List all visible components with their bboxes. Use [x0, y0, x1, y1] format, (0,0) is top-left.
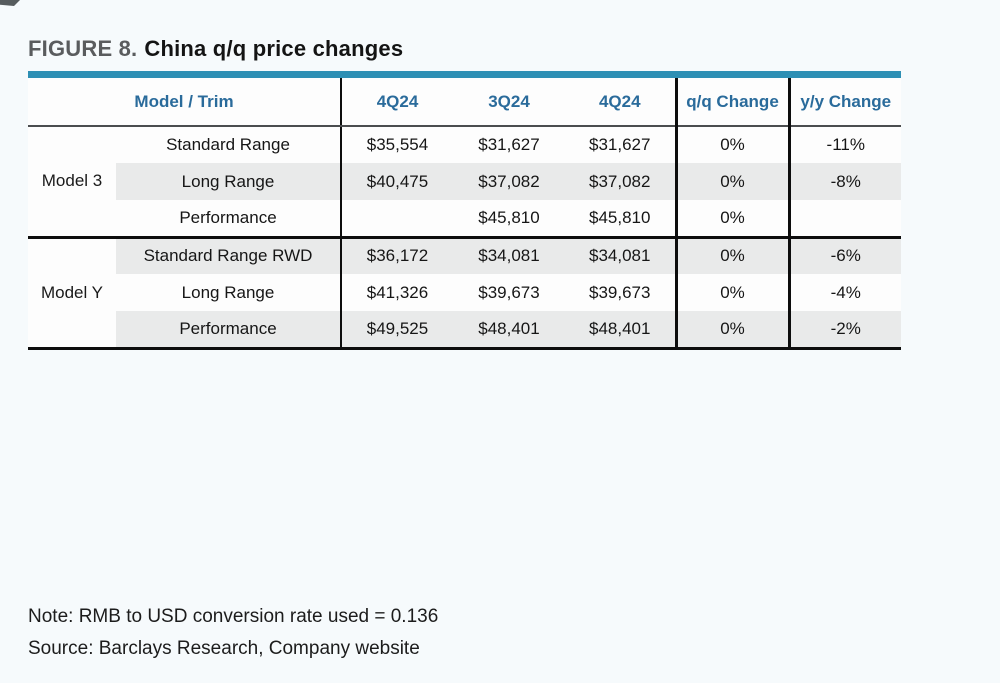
yy-change-cell: -4%	[830, 282, 861, 302]
header-model-trim: Model / Trim	[28, 78, 342, 127]
trim-cell: Standard Range RWD	[116, 235, 342, 274]
price-3q24: $31,627	[478, 135, 540, 154]
table-row-modely-long-range: Long Range $41,326 $39,673 $39,673 0% -4…	[28, 274, 901, 311]
price-3q24: $48,401	[453, 311, 565, 348]
price-4q24: $41,326	[366, 282, 429, 302]
figure-title: FIGURE 8. China q/q price changes	[28, 36, 403, 62]
header-row: Model / Trim 4Q24 3Q24 4Q24 q/q Change y…	[28, 78, 901, 127]
yy-change-cell: -2%	[789, 311, 901, 348]
accent-bar	[28, 71, 901, 78]
note-line: Note: RMB to USD conversion rate used = …	[28, 606, 439, 627]
table-row-model3-standard-range: Model 3 Standard Range $35,554 $31,627 $…	[28, 126, 901, 190]
qq-change-cell: 0%	[676, 235, 791, 274]
header-3q24: 3Q24	[453, 78, 565, 127]
price-4q24-usd: $34,081	[565, 235, 678, 274]
model-label-modely: Model Y	[28, 235, 116, 348]
yy-change-cell: -6%	[789, 235, 901, 274]
corner-artifact	[0, 0, 20, 6]
header-4q24: 4Q24	[341, 78, 453, 127]
price-3q24: $45,810	[478, 207, 540, 227]
price-4q24-usd: $45,810	[565, 200, 678, 237]
table-row-model3-long-range: Long Range $40,475 $37,082 $37,082 0% -8…	[28, 163, 901, 200]
figure-notes: Note: RMB to USD conversion rate used = …	[28, 601, 438, 665]
header-4q24-usd: 4Q24	[565, 78, 678, 127]
price-3q24: $39,673	[478, 282, 540, 302]
price-4q24: $36,172	[341, 235, 453, 274]
price-table: Model / Trim 4Q24 3Q24 4Q24 q/q Change y…	[28, 78, 901, 350]
trim-cell: Long Range	[116, 163, 342, 200]
header-qq-change: q/q Change	[676, 78, 791, 127]
qq-change-cell: 0%	[676, 200, 791, 237]
price-4q24-usd: $48,401	[565, 311, 678, 348]
header-yy-change: y/y Change	[789, 78, 901, 127]
figure-name: China q/q price changes	[144, 36, 404, 61]
qq-change-cell: 0%	[676, 274, 791, 311]
trim-cell: Long Range	[116, 274, 342, 311]
yy-change-cell	[789, 200, 901, 237]
trim-cell: Standard Range	[116, 126, 342, 163]
trim-cell: Performance	[116, 200, 342, 237]
model-label-model3: Model 3	[41, 171, 103, 191]
qq-change-cell: 0%	[676, 311, 791, 348]
price-3q24: $37,082	[453, 163, 565, 200]
qq-change-cell: 0%	[676, 126, 791, 163]
table-row-modely-performance: Performance $49,525 $48,401 $48,401 0% -…	[28, 311, 901, 348]
yy-change-cell: -11%	[826, 135, 865, 154]
yy-change-cell: -8%	[789, 163, 901, 200]
source-line: Source: Barclays Research, Company websi…	[28, 638, 420, 659]
trim-cell: Performance	[116, 311, 342, 348]
price-3q24: $34,081	[453, 235, 565, 274]
price-4q24-usd: $39,673	[565, 274, 678, 311]
price-4q24: $40,475	[341, 163, 453, 200]
table-row-modely-standard-range-rwd: Model Y Standard Range RWD $36,172 $34,0…	[28, 235, 901, 348]
price-4q24: $35,554	[366, 135, 429, 154]
price-4q24-usd: $37,082	[565, 163, 678, 200]
figure-label: FIGURE 8.	[28, 36, 138, 61]
table-row-model3-performance: Performance $45,810 $45,810 0%	[28, 200, 901, 237]
qq-change-cell: 0%	[676, 163, 791, 200]
price-4q24: $49,525	[341, 311, 453, 348]
price-4q24	[341, 200, 453, 237]
price-4q24-usd: $31,627	[565, 126, 678, 163]
